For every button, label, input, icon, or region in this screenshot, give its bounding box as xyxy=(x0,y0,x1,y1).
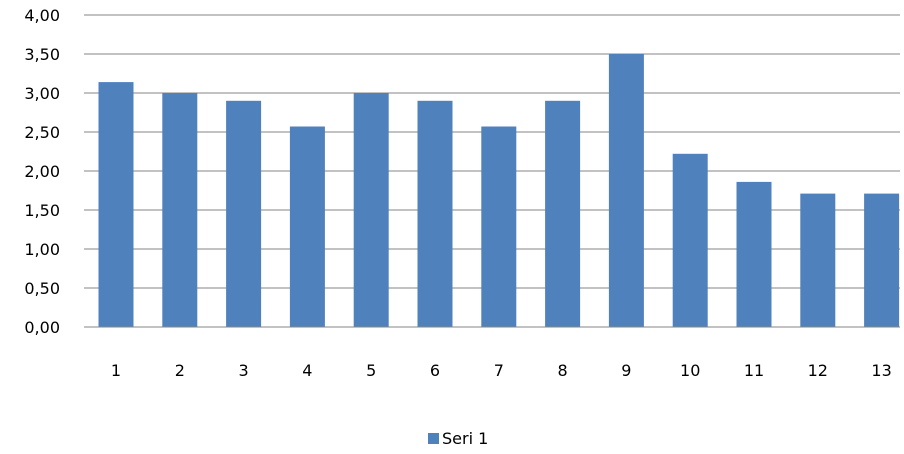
x-tick-label: 6 xyxy=(430,361,440,380)
bar-11 xyxy=(736,181,772,327)
x-tick-label: 5 xyxy=(366,361,376,380)
x-tick-label: 11 xyxy=(744,361,764,380)
y-tick-label: 2,50 xyxy=(24,123,60,142)
y-tick-label: 0,00 xyxy=(24,318,60,337)
bar-7 xyxy=(481,126,517,327)
y-axis-tick-labels: 0,00 0,50 1,00 1,50 2,00 2,50 3,00 3,50 4,00 xyxy=(24,6,60,337)
x-tick-label: 9 xyxy=(621,361,631,380)
x-tick-label: 13 xyxy=(871,361,891,380)
x-tick-label: 7 xyxy=(494,361,504,380)
x-tick-label: 3 xyxy=(239,361,249,380)
bar-1 xyxy=(98,82,134,327)
y-tick-label: 4,00 xyxy=(24,6,60,25)
bar-9 xyxy=(608,54,644,327)
x-tick-label: 8 xyxy=(558,361,568,380)
bar-10 xyxy=(672,153,708,327)
x-tick-label: 4 xyxy=(302,361,312,380)
x-tick-label: 12 xyxy=(808,361,828,380)
bar-6 xyxy=(417,100,453,327)
bar-2 xyxy=(162,93,198,327)
x-tick-label: 2 xyxy=(175,361,185,380)
x-axis-tick-labels: 1 2 3 4 5 6 7 8 9 10 11 12 13 xyxy=(111,361,892,380)
bar-series xyxy=(98,54,900,327)
legend-label-seri-1: Seri 1 xyxy=(442,429,488,448)
bar-13 xyxy=(864,193,900,327)
y-tick-label: 3,00 xyxy=(24,84,60,103)
y-tick-label: 1,50 xyxy=(24,201,60,220)
bar-12 xyxy=(800,193,836,327)
bar-3 xyxy=(226,100,262,327)
bar-5 xyxy=(353,93,389,327)
y-tick-label: 2,00 xyxy=(24,162,60,181)
y-tick-label: 3,50 xyxy=(24,45,60,64)
y-tick-label: 1,00 xyxy=(24,240,60,259)
y-tick-label: 0,50 xyxy=(24,279,60,298)
x-tick-label: 10 xyxy=(680,361,700,380)
x-tick-label: 1 xyxy=(111,361,121,380)
legend-swatch-seri-1 xyxy=(428,433,439,444)
bar-8 xyxy=(545,100,581,327)
legend: Seri 1 xyxy=(428,429,488,448)
bar-4 xyxy=(289,126,325,327)
